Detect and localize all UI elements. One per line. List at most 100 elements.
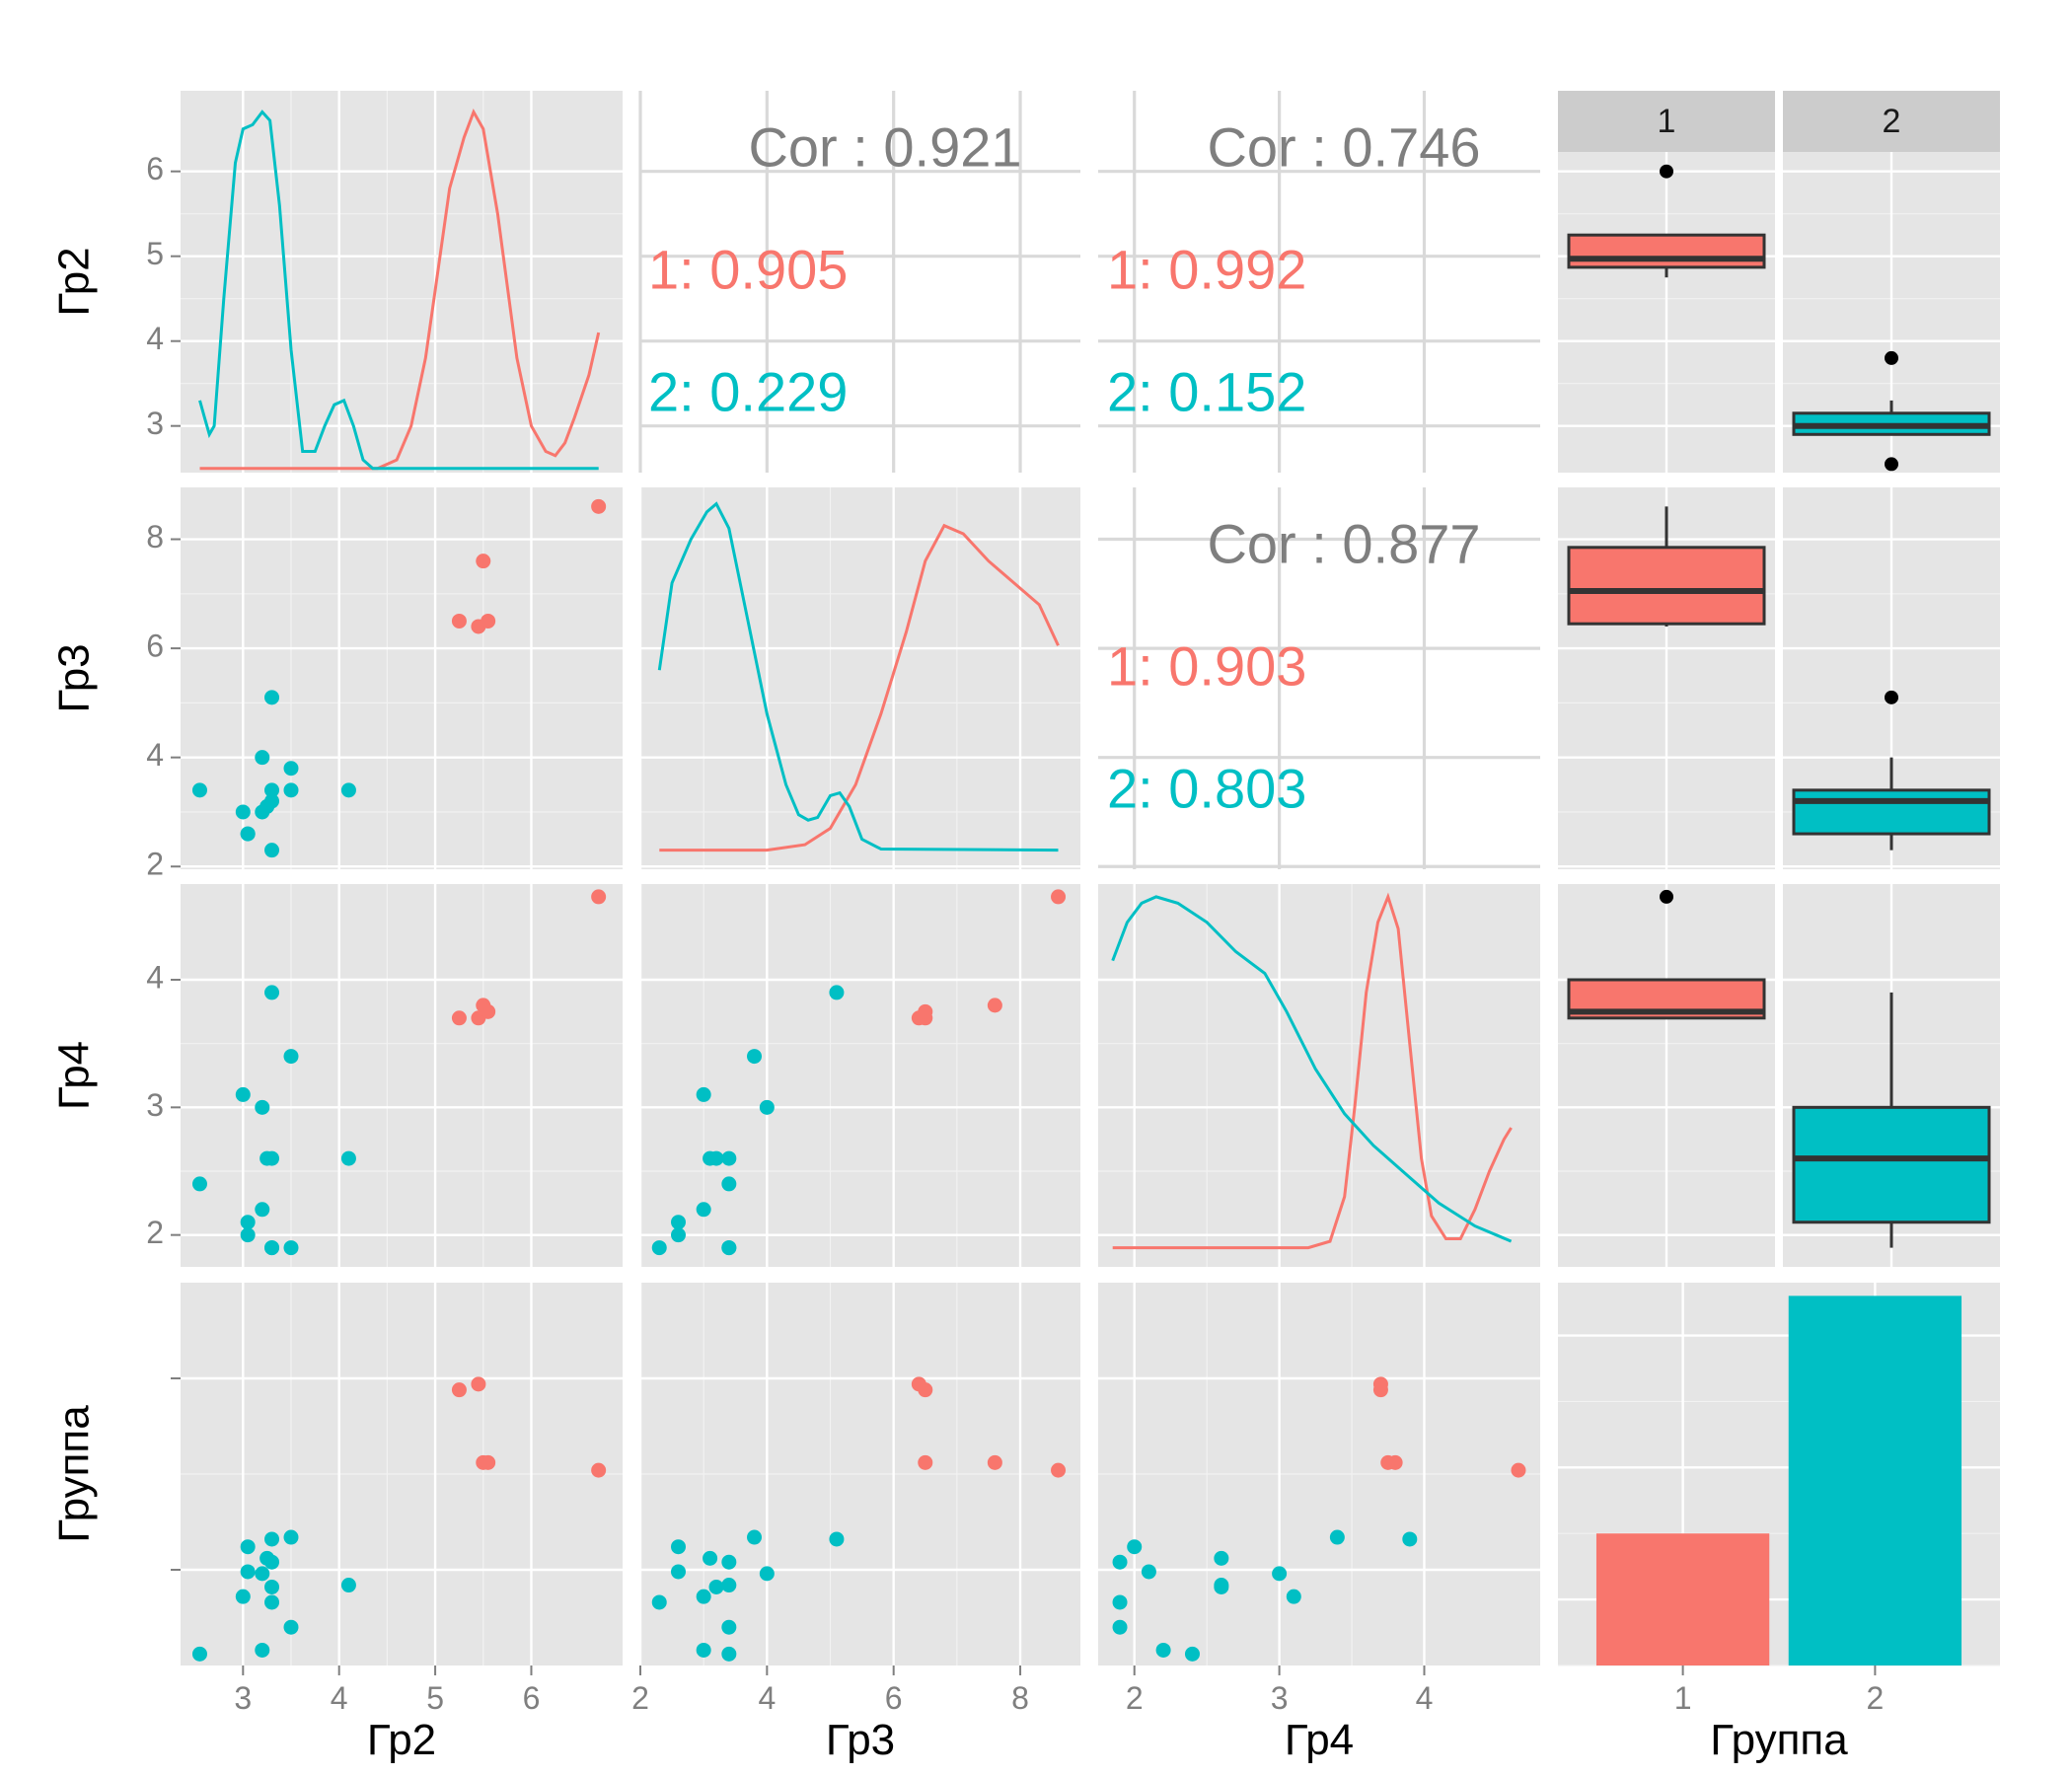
density-curve-group-1 xyxy=(659,523,1060,852)
x-axis-tick-label: 1 xyxy=(1674,1680,1692,1716)
correlation-group2-label: 2: 0.152 xyxy=(1107,360,1306,422)
scatter-point-group-2 xyxy=(283,1049,299,1065)
y-axis-tick-label: 4 xyxy=(146,959,164,995)
correlation-total-label: Cor : 0.746 xyxy=(1207,116,1480,179)
y-axis-tick-label: 8 xyxy=(146,519,164,555)
panel-background xyxy=(181,91,623,473)
scatter-point-group-2 xyxy=(264,1150,280,1166)
scatter-point-group-2 xyxy=(264,1554,280,1570)
scatter-point-group-2 xyxy=(829,985,845,1000)
scatter-point-group-1 xyxy=(451,1382,467,1398)
panel-Гр3-Гр2 xyxy=(181,487,623,869)
y-axis-tick-label: 6 xyxy=(146,629,164,664)
scatter-point-group-2 xyxy=(696,1086,711,1102)
scatter-point-group-1 xyxy=(1380,1454,1396,1470)
scatter-point-group-2 xyxy=(240,826,256,842)
y-axis-title: Группа xyxy=(50,1405,99,1543)
scatter-point-group-2 xyxy=(1286,1589,1301,1604)
scatter-point-group-1 xyxy=(1511,1462,1526,1478)
scatter-point-group-2 xyxy=(747,1049,763,1065)
density-curve-group-2 xyxy=(1111,895,1513,1243)
panel-background xyxy=(181,884,623,1267)
panel-Гр3-Группа xyxy=(1558,487,2000,869)
boxplot-box-group-2 xyxy=(1792,788,1991,836)
scatter-point-group-1 xyxy=(591,889,607,905)
scatter-point-group-2 xyxy=(696,1202,711,1218)
correlation-group2-label: 2: 0.803 xyxy=(1107,757,1306,819)
boxplot-outlier xyxy=(1660,164,1673,179)
scatter-point-group-2 xyxy=(747,1529,763,1545)
scatter-point-group-2 xyxy=(240,1539,256,1555)
blank-panel-background xyxy=(1098,487,1540,869)
panel-Гр4-Гр4 xyxy=(1098,884,1540,1267)
scatter-point-group-2 xyxy=(235,1589,251,1604)
panel-Гр3-Гр3 xyxy=(638,487,1080,869)
y-axis-title: Гр4 xyxy=(50,1041,99,1110)
scatter-point-group-2 xyxy=(240,1564,256,1580)
scatter-point-group-2 xyxy=(255,750,270,766)
x-axis-tick-label: 3 xyxy=(234,1680,252,1716)
scatter-point-group-1 xyxy=(476,554,491,569)
y-axis-tick-label: 6 xyxy=(146,151,164,186)
scatter-point-group-2 xyxy=(671,1227,687,1243)
scatter-point-group-2 xyxy=(1112,1594,1128,1610)
scatter-point-group-2 xyxy=(1112,1619,1128,1635)
panel-Группа-Гр2 xyxy=(181,1283,623,1665)
scatter-point-group-2 xyxy=(721,1646,737,1662)
scatter-point-group-2 xyxy=(1329,1529,1345,1545)
facet-gap xyxy=(1775,91,1783,473)
scatter-point-group-2 xyxy=(829,1531,845,1547)
scatter-point-group-1 xyxy=(911,1376,926,1392)
scatter-point-group-2 xyxy=(651,1240,667,1256)
panel-Гр2-Гр2 xyxy=(181,91,623,473)
y-axis-title: Гр2 xyxy=(50,247,99,316)
scatter-point-group-2 xyxy=(283,1240,299,1256)
y-axis-tick-label: 5 xyxy=(146,236,164,271)
density-curve-group-1 xyxy=(1112,892,1513,1250)
scatter-point-group-1 xyxy=(1051,889,1067,905)
scatter-point-group-2 xyxy=(708,1150,724,1166)
scatter-point-group-2 xyxy=(255,804,270,820)
x-axis-tick-label: 4 xyxy=(758,1680,776,1716)
panel-Гр4-Гр3 xyxy=(638,884,1080,1267)
panel-Гр4-Гр2 xyxy=(181,884,623,1267)
scatter-point-group-2 xyxy=(759,1099,775,1115)
blank-panel-background xyxy=(640,91,1080,473)
scatter-point-group-2 xyxy=(240,1215,256,1230)
scatter-point-group-1 xyxy=(451,1010,467,1026)
density-curve-group-2 xyxy=(198,110,599,471)
facet-strip-1 xyxy=(1558,91,1775,152)
scatter-point-group-2 xyxy=(264,843,280,858)
scatter-point-group-2 xyxy=(759,1566,775,1582)
x-axis-tick-label: 4 xyxy=(331,1680,348,1716)
y-axis-tick-label: 3 xyxy=(146,1087,164,1123)
scatter-point-group-1 xyxy=(918,1003,933,1019)
scatter-point-group-1 xyxy=(481,1454,496,1470)
scatter-point-group-2 xyxy=(703,1550,718,1566)
scatter-point-group-2 xyxy=(264,793,280,809)
y-axis-tick-label: 2 xyxy=(146,1215,164,1250)
scatter-point-group-2 xyxy=(721,1176,737,1192)
panel-background xyxy=(640,487,1080,869)
scatter-point-group-2 xyxy=(340,1150,356,1166)
scatter-point-group-2 xyxy=(255,1642,270,1658)
boxplot-outlier xyxy=(1885,457,1898,472)
y-axis-tick-label: 2 xyxy=(146,847,164,882)
scatter-point-group-1 xyxy=(987,998,1002,1013)
scatter-point-group-1 xyxy=(987,1454,1002,1470)
scatter-point-group-2 xyxy=(721,1554,737,1570)
panel-Группа-Гр4 xyxy=(1098,1283,1540,1665)
scatter-point-group-2 xyxy=(721,1578,737,1593)
scatter-point-group-1 xyxy=(918,1454,933,1470)
scatter-point-group-2 xyxy=(696,1642,711,1658)
y-axis-tick-label: 4 xyxy=(146,737,164,773)
panel-Гр4-Группа xyxy=(1558,884,2000,1267)
scatter-point-group-1 xyxy=(471,1376,486,1392)
scatter-point-group-2 xyxy=(696,1589,711,1604)
scatter-point-group-2 xyxy=(255,1202,270,1218)
scatter-point-group-2 xyxy=(235,1086,251,1102)
panel-Гр2-Гр3: Cor : 0.921 1: 0.905 2: 0.229 xyxy=(638,91,1080,473)
boxplot-outlier xyxy=(1885,350,1898,365)
boxplot-box-group-2 xyxy=(1792,1105,1991,1224)
scatter-point-group-2 xyxy=(1214,1578,1229,1593)
